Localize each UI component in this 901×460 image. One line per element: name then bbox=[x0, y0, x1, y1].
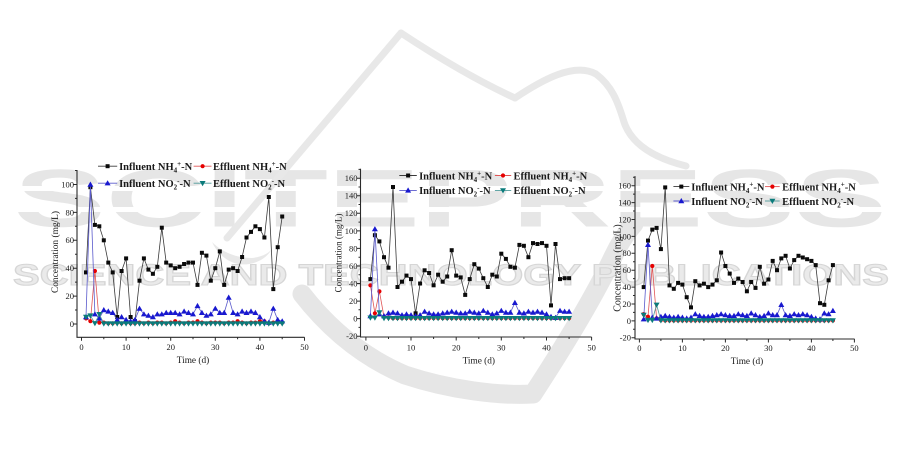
svg-text:Effluent NH4+-N: Effluent NH4+-N bbox=[213, 160, 287, 175]
svg-text:0: 0 bbox=[364, 343, 368, 353]
svg-text:Effluent NO2--N: Effluent NO2--N bbox=[514, 184, 586, 199]
svg-text:Time (d): Time (d) bbox=[731, 356, 763, 367]
svg-text:Influent NO2--N: Influent NO2--N bbox=[691, 195, 763, 210]
svg-text:Influent NO2--N: Influent NO2--N bbox=[419, 184, 491, 199]
svg-text:80: 80 bbox=[349, 243, 358, 253]
svg-text:60: 60 bbox=[623, 265, 632, 275]
svg-text:0: 0 bbox=[79, 342, 83, 352]
svg-text:30: 30 bbox=[211, 342, 220, 352]
svg-text:Effluent NO2--N: Effluent NO2--N bbox=[213, 177, 285, 192]
svg-text:-20: -20 bbox=[620, 333, 631, 343]
svg-text:80: 80 bbox=[623, 248, 632, 258]
svg-text:Concentration (mg/L): Concentration (mg/L) bbox=[334, 214, 344, 293]
svg-text:Time (d): Time (d) bbox=[177, 355, 209, 366]
svg-text:40: 40 bbox=[542, 343, 551, 353]
svg-text:100: 100 bbox=[618, 231, 631, 241]
svg-text:Influent NH4+-N: Influent NH4+-N bbox=[119, 160, 193, 175]
svg-text:40: 40 bbox=[623, 282, 632, 292]
svg-text:20: 20 bbox=[66, 291, 75, 301]
svg-text:Effluent NO2--N: Effluent NO2--N bbox=[782, 195, 854, 210]
svg-text:0: 0 bbox=[70, 319, 74, 329]
svg-text:0: 0 bbox=[353, 314, 357, 324]
svg-text:0: 0 bbox=[637, 343, 641, 353]
svg-text:10: 10 bbox=[678, 343, 687, 353]
svg-text:Effluent NH4+-N: Effluent NH4+-N bbox=[514, 169, 588, 184]
svg-text:30: 30 bbox=[497, 343, 506, 353]
svg-text:120: 120 bbox=[618, 214, 631, 224]
svg-text:0: 0 bbox=[627, 316, 631, 326]
svg-text:60: 60 bbox=[349, 261, 358, 271]
svg-text:160: 160 bbox=[345, 173, 358, 183]
svg-text:20: 20 bbox=[452, 343, 461, 353]
svg-text:20: 20 bbox=[166, 342, 175, 352]
svg-text:-20: -20 bbox=[346, 331, 357, 341]
svg-text:50: 50 bbox=[587, 343, 596, 353]
svg-text:20: 20 bbox=[349, 296, 358, 306]
svg-text:120: 120 bbox=[345, 208, 358, 218]
svg-text:40: 40 bbox=[349, 278, 358, 288]
svg-text:140: 140 bbox=[618, 198, 631, 208]
svg-text:10: 10 bbox=[407, 343, 416, 353]
svg-text:50: 50 bbox=[850, 343, 859, 353]
svg-text:50: 50 bbox=[300, 342, 309, 352]
svg-text:40: 40 bbox=[66, 263, 75, 273]
svg-text:100: 100 bbox=[61, 179, 74, 189]
svg-text:SCIENCE AND TECHNOLOGY PUBLICA: SCIENCE AND TECHNOLOGY PUBLICATIONS bbox=[13, 259, 889, 292]
svg-text:80: 80 bbox=[66, 207, 75, 217]
svg-text:30: 30 bbox=[764, 343, 773, 353]
svg-text:10: 10 bbox=[122, 342, 131, 352]
svg-text:Concentration (mg/L): Concentration (mg/L) bbox=[612, 224, 623, 311]
svg-text:Influent NH4+-N: Influent NH4+-N bbox=[691, 180, 765, 195]
svg-text:160: 160 bbox=[618, 181, 631, 191]
svg-text:Time (d): Time (d) bbox=[463, 356, 495, 367]
svg-text:Influent NH4+-N: Influent NH4+-N bbox=[419, 169, 493, 184]
svg-text:20: 20 bbox=[721, 343, 730, 353]
svg-text:140: 140 bbox=[345, 191, 358, 201]
svg-text:Effluent NH4+-N: Effluent NH4+-N bbox=[782, 180, 856, 195]
svg-text:SCITEPRESS: SCITEPRESS bbox=[14, 154, 887, 245]
svg-text:Concentration (mg/L): Concentration (mg/L) bbox=[50, 211, 61, 293]
svg-text:100: 100 bbox=[345, 226, 358, 236]
svg-text:60: 60 bbox=[66, 235, 75, 245]
svg-text:40: 40 bbox=[807, 343, 816, 353]
svg-text:Influent NO2--N: Influent NO2--N bbox=[119, 177, 191, 192]
svg-text:40: 40 bbox=[256, 342, 265, 352]
svg-text:20: 20 bbox=[623, 299, 632, 309]
